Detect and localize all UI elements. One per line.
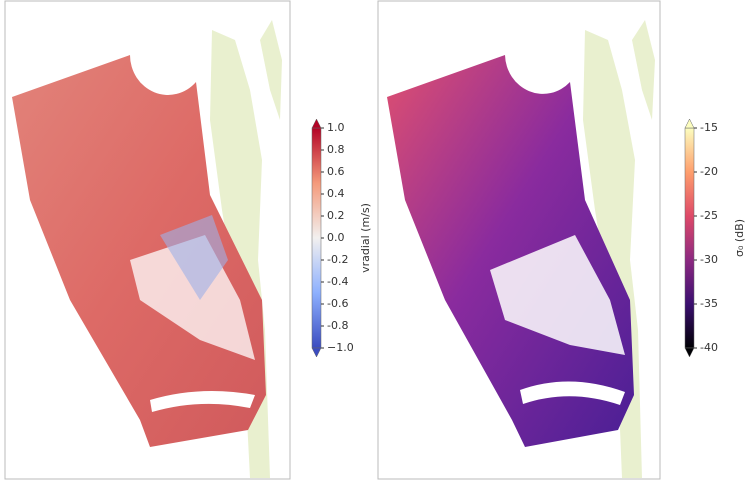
colorbar-tick-label: -0.8 — [327, 319, 348, 332]
colorbar-tick-label: -30 — [700, 253, 718, 266]
backscatter-swath — [387, 55, 634, 447]
radial-velocity-swath — [12, 55, 266, 447]
right-map-panel — [377, 0, 661, 480]
colorbar-tick-label: -40 — [700, 341, 718, 354]
gap-arc — [150, 391, 255, 412]
island-land — [632, 20, 655, 120]
no-data-region — [490, 235, 625, 355]
colorbar-tick-label: 0.4 — [327, 187, 345, 200]
colorbar-label: σ₀ (dB) — [733, 219, 746, 257]
colorbar-extend-top — [311, 118, 322, 129]
colorbar-label: vradial (m/s) — [359, 203, 372, 273]
colorbar-tick-label: 0.6 — [327, 165, 345, 178]
colorbar-tick-label: 0.2 — [327, 209, 345, 222]
no-data-region — [130, 235, 255, 360]
colorbar — [684, 127, 695, 349]
colorbar-extend-bottom — [684, 347, 695, 358]
colorbar-tick-label: -25 — [700, 209, 718, 222]
colorbar-tick-label: -0.2 — [327, 253, 348, 266]
island-land — [260, 20, 282, 120]
colorbar-tick-label: 0.8 — [327, 143, 345, 156]
colorbar-tick-label: 1.0 — [327, 121, 345, 134]
colorbar-extend-top — [684, 118, 695, 129]
panel-frame — [377, 0, 661, 480]
colorbar-tick-label: -0.6 — [327, 297, 348, 310]
colorbar-tick-label: -35 — [700, 297, 718, 310]
left-map-panel — [4, 0, 291, 480]
colorbar-tick-label: -15 — [700, 121, 718, 134]
colorbar — [311, 127, 322, 349]
colorbar-tick-label: −1.0 — [327, 341, 354, 354]
colorbar-tick-label: -0.4 — [327, 275, 348, 288]
colorbar-tick-label: -20 — [700, 165, 718, 178]
colorbar-tick-label: 0.0 — [327, 231, 345, 244]
gap-arc — [520, 381, 625, 405]
colorbar-extend-bottom — [311, 347, 322, 358]
panel-frame — [4, 0, 291, 480]
negative-velocity-region — [160, 215, 228, 300]
